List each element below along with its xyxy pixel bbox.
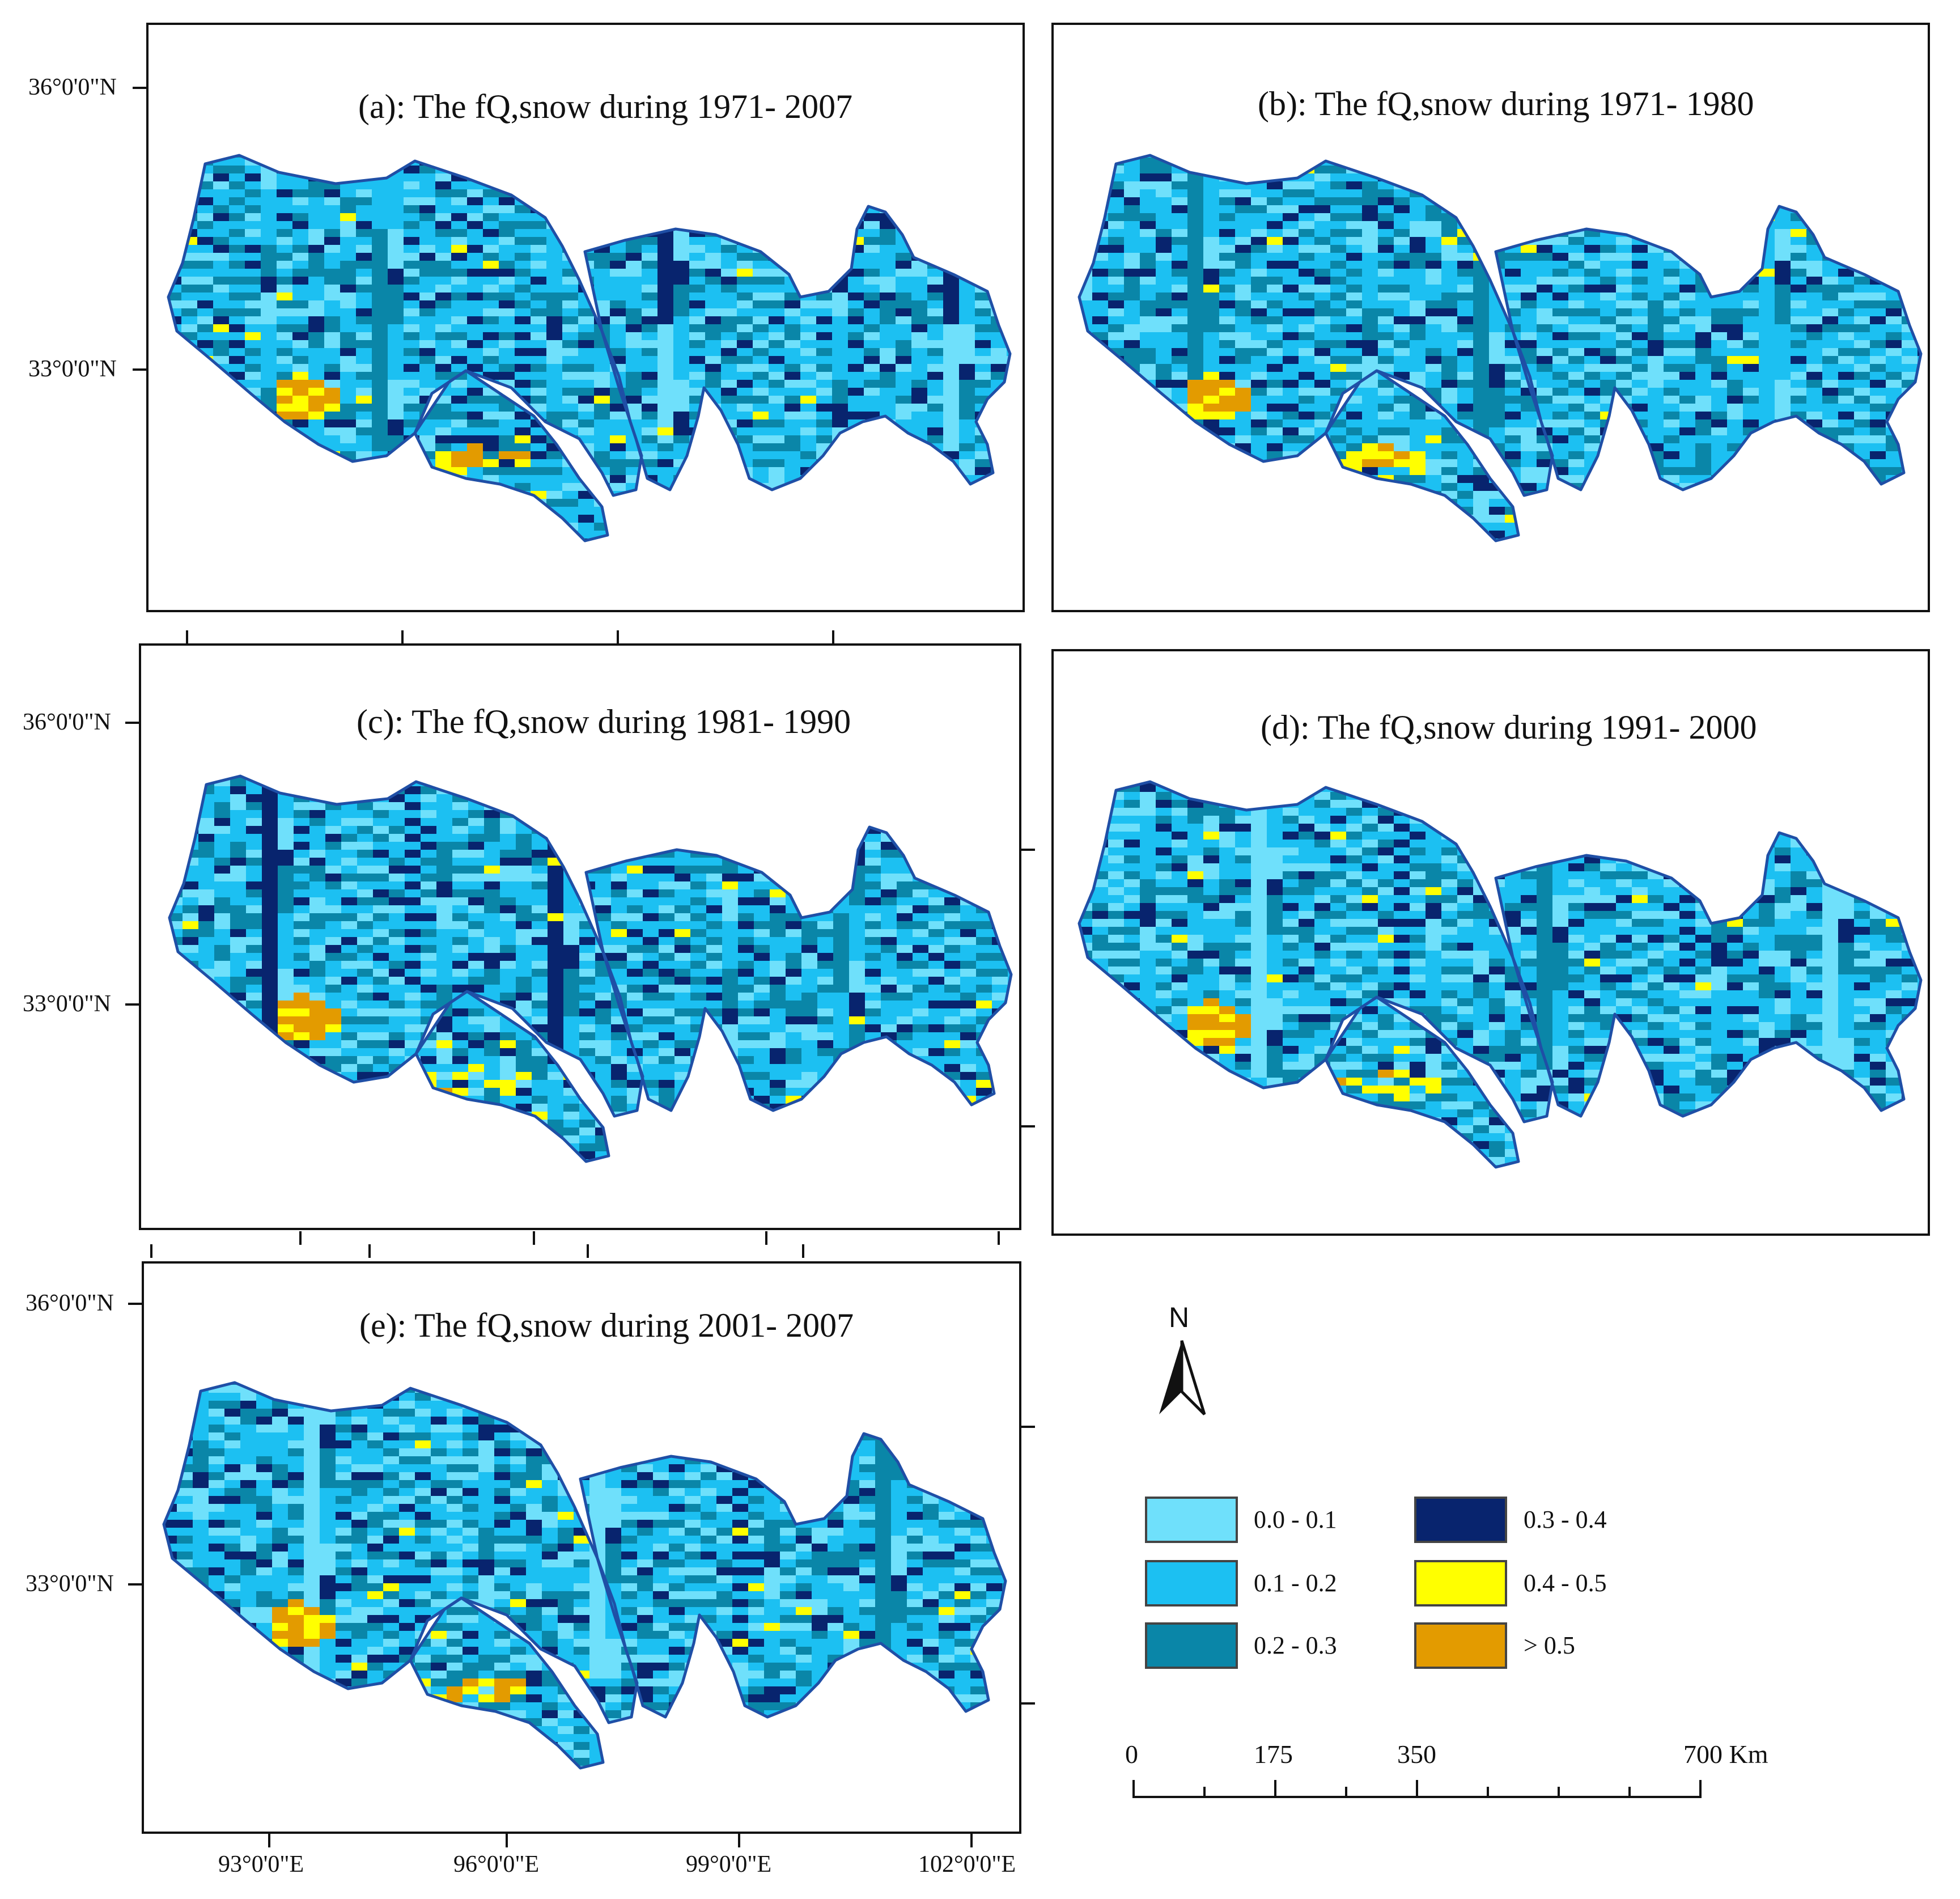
- right-tick: [1021, 1702, 1035, 1705]
- basin-boundary: [1077, 780, 1554, 1124]
- panel-title-d: (d): The fQ,snow during 1991- 2000: [1261, 709, 1757, 746]
- lon-tick: [368, 1244, 371, 1258]
- basin-group: [1077, 780, 1923, 1169]
- lon-label-93: 93°0'0"E: [218, 1851, 304, 1877]
- panel-title-b: (b): The fQ,snow during 1971- 1980: [1258, 85, 1754, 122]
- lon-tick: [268, 1834, 270, 1847]
- lon-tick: [533, 1231, 535, 1245]
- basin-boundary: [167, 154, 643, 497]
- lat-label-33-e: 33°0'0"N: [26, 1571, 114, 1597]
- basin-boundary: [579, 1432, 1007, 1719]
- legend-swatch-4: [1414, 1560, 1507, 1606]
- legend-label-2: 0.2 - 0.3: [1254, 1631, 1337, 1659]
- basin-boundary: [583, 205, 1012, 491]
- legend-label-4: 0.4 - 0.5: [1524, 1569, 1607, 1597]
- legend-swatch-0: [1145, 1497, 1238, 1543]
- lon-tick: [832, 630, 834, 644]
- legend-swatch-5: [1414, 1622, 1507, 1669]
- map-panel-c: (c): The fQ,snow during 1981- 1990: [139, 643, 1021, 1230]
- map-panel-e: (e): The fQ,snow during 2001- 2007: [142, 1261, 1021, 1834]
- panel-title-c: (c): The fQ,snow during 1981- 1990: [357, 703, 851, 740]
- lon-tick: [587, 1244, 589, 1258]
- basin-group: [168, 774, 1013, 1163]
- lon-tick: [998, 1231, 1000, 1245]
- map-e: [162, 1381, 1007, 1770]
- lat-label-33-a: 33°0'0"N: [28, 356, 117, 382]
- legend-swatch-2: [1145, 1622, 1238, 1669]
- scale-label-0: 0: [1125, 1740, 1138, 1769]
- panel-title-e: (e): The fQ,snow during 2001- 2007: [359, 1307, 854, 1344]
- basin-group: [162, 1381, 1007, 1770]
- legend-label-0: 0.0 - 0.1: [1254, 1506, 1337, 1533]
- north-arrow-icon: [1159, 1340, 1206, 1415]
- legend-label-1: 0.1 - 0.2: [1254, 1569, 1337, 1597]
- right-tick: [1021, 849, 1035, 851]
- snow-fraction-raster: [169, 776, 1011, 1162]
- legend-swatch-3: [1414, 1497, 1507, 1543]
- lon-tick: [299, 1231, 302, 1245]
- legend-label-5: > 0.5: [1524, 1631, 1575, 1659]
- scale-label-175: 175: [1254, 1740, 1293, 1769]
- map-panel-a: (a): The fQ,snow during 1971- 2007: [146, 23, 1025, 612]
- lon-tick: [186, 630, 188, 644]
- lat-tick: [133, 87, 146, 89]
- basin-boundary: [168, 774, 644, 1118]
- map-a: [167, 154, 1012, 542]
- lat-label-36-e: 36°0'0"N: [26, 1290, 114, 1316]
- lat-tick: [128, 1303, 142, 1305]
- basin-boundary: [1324, 995, 1520, 1169]
- lat-label-33-c: 33°0'0"N: [23, 991, 111, 1017]
- lon-label-96: 96°0'0"E: [453, 1851, 540, 1877]
- lon-label-102: 102°0'0"E: [918, 1851, 1016, 1877]
- basin-boundary: [584, 825, 1013, 1112]
- scale-label-350: 350: [1397, 1740, 1436, 1769]
- basin-boundary: [413, 369, 609, 542]
- basin-boundary: [162, 1381, 639, 1724]
- basin-boundary: [409, 1596, 605, 1770]
- lon-tick: [765, 1231, 767, 1245]
- scale-bar-line: [1132, 1780, 1702, 1798]
- lat-tick: [125, 1003, 139, 1006]
- basin-boundary: [1077, 154, 1554, 497]
- lon-tick: [738, 1834, 740, 1847]
- lon-tick: [150, 1244, 152, 1258]
- scale-label-700: 700 Km: [1683, 1740, 1768, 1769]
- lon-tick: [617, 630, 619, 644]
- basin-group: [1077, 154, 1923, 542]
- lon-tick: [970, 1834, 973, 1847]
- map-b: [1077, 154, 1923, 542]
- snow-fraction-raster: [1079, 155, 1921, 541]
- lon-tick: [401, 630, 404, 644]
- basin-boundary: [1494, 831, 1923, 1118]
- basin-group: [167, 154, 1012, 542]
- basin-boundary: [1494, 205, 1923, 491]
- right-tick: [1021, 1125, 1035, 1127]
- panel-title-a: (a): The fQ,snow during 1971- 2007: [358, 88, 853, 125]
- map-panel-b: (b): The fQ,snow during 1971- 1980: [1051, 23, 1930, 612]
- lat-label-36-a: 36°0'0"N: [28, 74, 117, 100]
- legend-swatch-1: [1145, 1560, 1238, 1606]
- lat-label-36-c: 36°0'0"N: [23, 709, 111, 735]
- legend-label-3: 0.3 - 0.4: [1524, 1506, 1607, 1533]
- lon-tick: [506, 1834, 508, 1847]
- map-panel-d: (d): The fQ,snow during 1991- 2000: [1051, 649, 1930, 1236]
- right-tick: [1021, 1426, 1035, 1428]
- map-c: [168, 774, 1013, 1163]
- basin-boundary: [414, 990, 610, 1163]
- lat-tick: [133, 368, 146, 371]
- lat-tick: [128, 1583, 142, 1586]
- snow-fraction-raster: [164, 1383, 1006, 1768]
- lat-tick: [125, 722, 139, 724]
- basin-boundary: [1324, 369, 1520, 542]
- lon-label-99: 99°0'0"E: [686, 1851, 772, 1877]
- snow-fraction-raster: [1079, 782, 1921, 1167]
- lon-tick: [802, 1244, 804, 1258]
- north-label: N: [1169, 1302, 1190, 1333]
- map-d: [1077, 780, 1923, 1169]
- snow-fraction-raster: [168, 155, 1010, 541]
